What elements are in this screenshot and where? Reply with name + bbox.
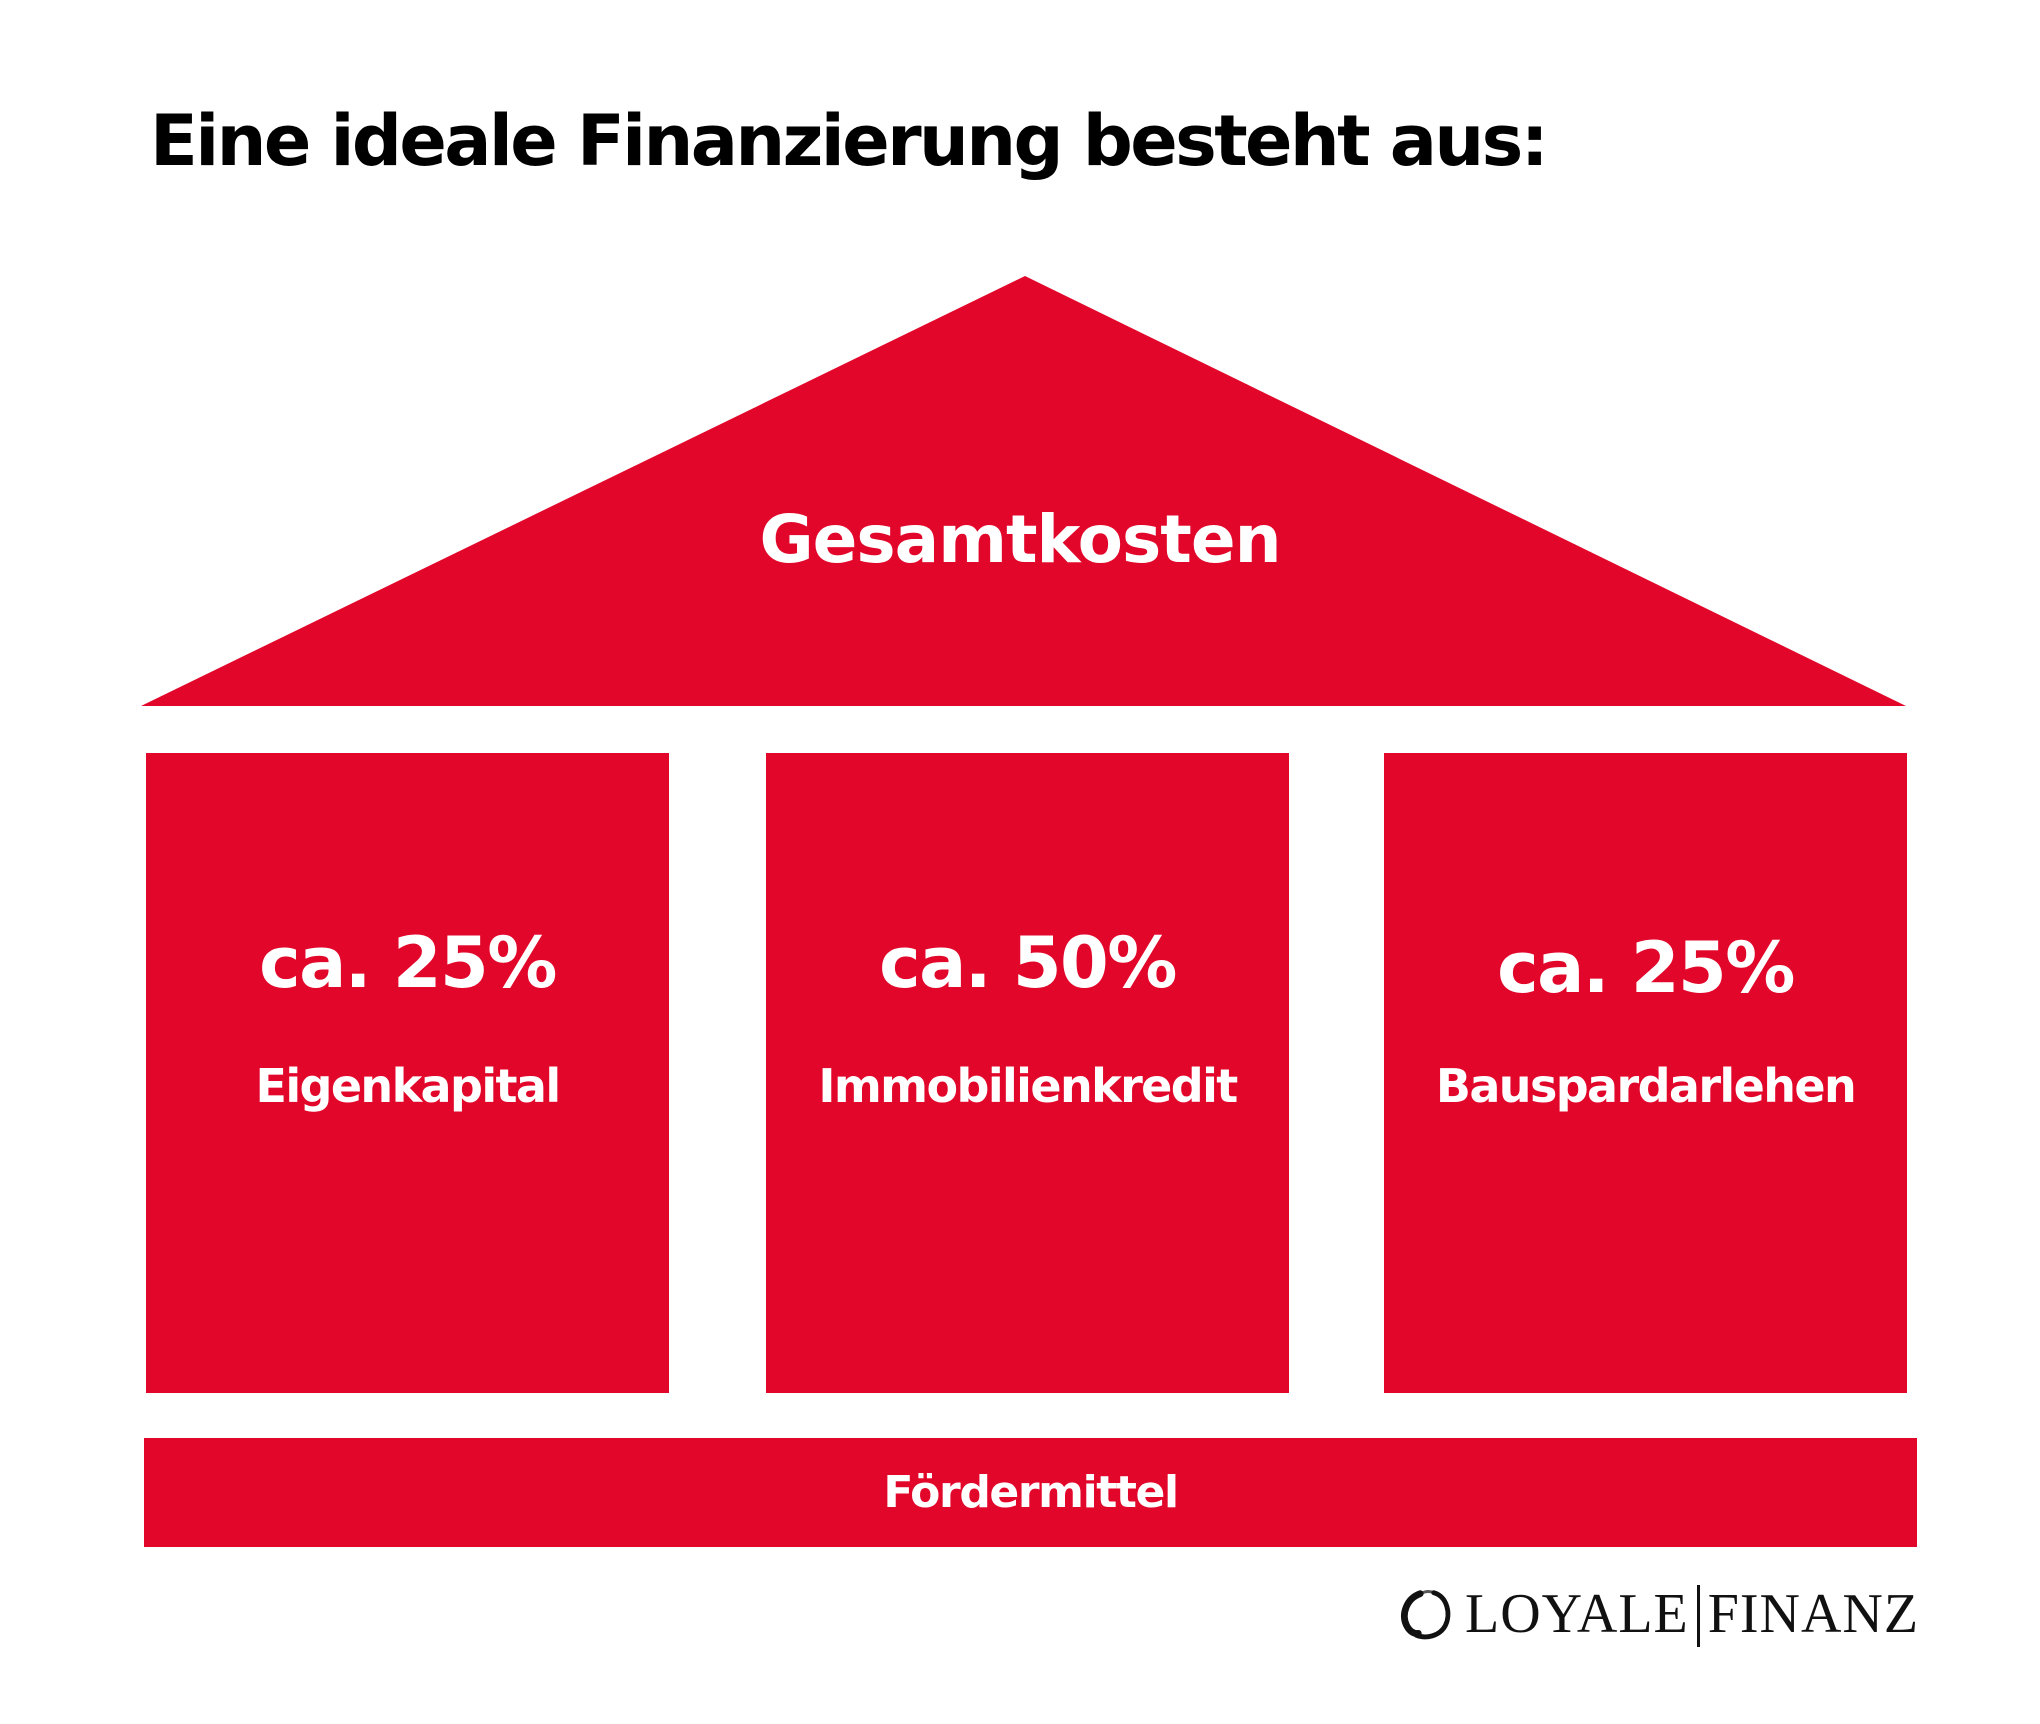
brand-logo: LOYALE FINANZ (1397, 1578, 1919, 1650)
pillar-percentage: ca. 25% (1497, 927, 1795, 1009)
roof-triangle (141, 276, 1906, 706)
pillar-label: Eigenkapital (255, 1059, 562, 1113)
pillar-bauspardarlehen: ca. 25% Bauspardarlehen (1384, 753, 1907, 1393)
logo-divider (1696, 1585, 1700, 1647)
page-title: Eine ideale Finanzierung besteht aus: (150, 100, 1549, 182)
enso-circle-icon (1401, 1589, 1451, 1640)
pillar-percentage: ca. 50% (879, 922, 1177, 1004)
pillar-label: Bauspardarlehen (1435, 1059, 1857, 1113)
pillar-eigenkapital: ca. 25% Eigenkapital (146, 753, 669, 1393)
foundation-bar: Fördermittel (144, 1438, 1917, 1547)
logo-text-loyale: LOYALE (1465, 1583, 1689, 1645)
roof-label: Gesamtkosten (759, 501, 1281, 578)
logo-text-finanz: FINANZ (1707, 1583, 1920, 1645)
pillar-immobilienkredit: ca. 50% Immobilienkredit (766, 753, 1289, 1393)
pillar-percentage: ca. 25% (259, 922, 557, 1004)
pillar-label: Immobilienkredit (818, 1059, 1238, 1113)
